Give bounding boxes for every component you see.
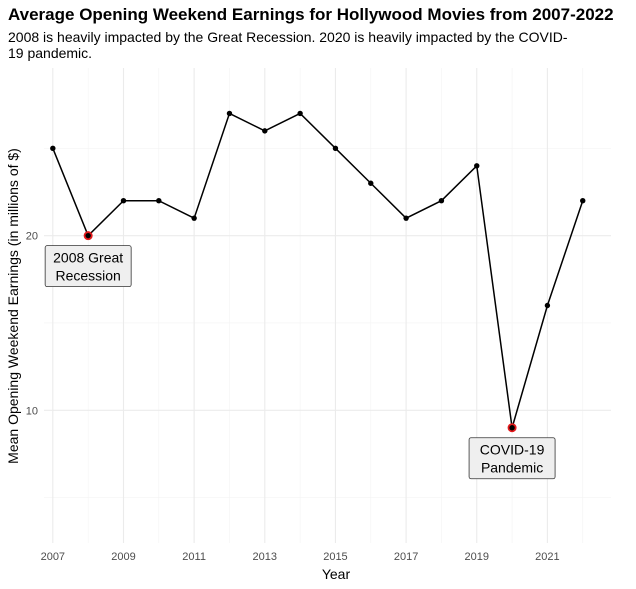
x-tick-labels: 2007 2009 2011 2013 2015 2017 2019 2021 — [41, 551, 560, 563]
annotation-text: COVID-19 — [480, 442, 545, 458]
data-point — [474, 163, 480, 169]
y-tick-labels: 10 20 — [26, 231, 38, 418]
data-point — [191, 215, 197, 221]
chart-title: Average Opening Weekend Earnings for Hol… — [8, 5, 614, 24]
series-earnings — [52, 112, 584, 428]
y-tick-label: 20 — [26, 231, 38, 243]
y-axis-title: Mean Opening Weekend Earnings (in millio… — [5, 148, 21, 464]
data-point — [509, 425, 515, 431]
x-tick-label: 2009 — [111, 551, 135, 563]
annotation-box — [468, 437, 556, 480]
data-point — [403, 215, 409, 221]
x-tick-label: 2007 — [41, 551, 65, 563]
annotation-label: COVID-19 Pandemic — [468, 437, 556, 480]
annotation-box — [44, 245, 132, 288]
data-points — [50, 110, 586, 433]
chart-subtitle: 2008 is heavily impacted by the Great Re… — [8, 29, 568, 61]
annotations: 2008 Great Recession COVID-19 Pandemic — [44, 245, 556, 480]
x-tick-label: 2013 — [253, 551, 277, 563]
data-point — [50, 145, 56, 152]
x-tick-label: 2021 — [535, 551, 559, 563]
data-point — [368, 180, 374, 186]
annotation-text: Pandemic — [481, 460, 543, 476]
annotation-label: 2008 Great Recession — [44, 245, 132, 288]
series-line — [52, 112, 584, 428]
minor-gridlines — [44, 68, 611, 543]
data-point — [262, 128, 268, 134]
data-point — [85, 232, 91, 239]
x-tick-label: 2015 — [323, 551, 347, 563]
x-tick-label: 2011 — [182, 551, 206, 563]
x-axis-title: Year — [322, 566, 351, 582]
x-tick-label: 2019 — [465, 551, 489, 563]
data-point — [580, 198, 586, 204]
annotation-text: 2008 Great — [53, 250, 123, 266]
data-point — [156, 198, 162, 204]
y-tick-label: 10 — [26, 405, 38, 417]
annotation-text: Recession — [55, 268, 120, 284]
data-point — [332, 145, 339, 152]
x-tick-label: 2017 — [394, 551, 418, 563]
data-point — [226, 110, 233, 117]
data-point — [120, 198, 127, 204]
data-point — [544, 302, 551, 309]
data-point — [297, 110, 303, 117]
data-point — [438, 198, 445, 204]
